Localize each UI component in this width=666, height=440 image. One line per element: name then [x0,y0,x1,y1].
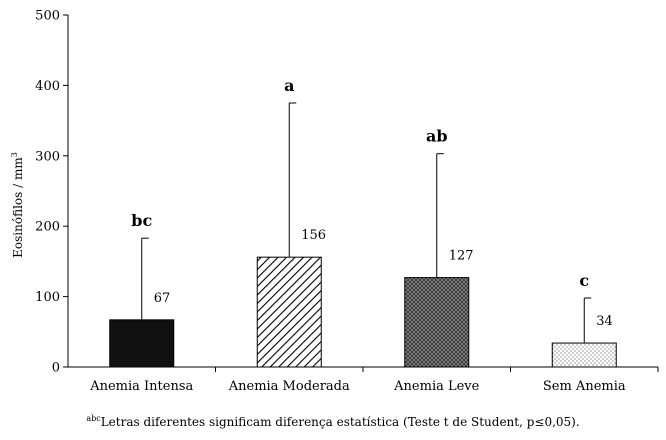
significance-label: c [579,271,589,290]
y-tick-label: 400 [35,79,60,94]
value-label: 67 [154,291,171,306]
value-label: 156 [301,228,326,243]
category-label: Anemia Moderada [228,379,350,394]
bars [109,102,617,368]
category-label: Anemia Leve [393,379,479,394]
category-label: Anemia Intensa [89,379,193,394]
significance-label: ab [426,127,448,146]
y-tick-label: 300 [35,149,60,164]
bar-chart: 0 100 200 300 400 500 67 bc Anemia Intensa 156 a A… [10,9,659,394]
category-label: Sem Anemia [543,379,626,394]
y-tick-label: 500 [35,9,60,24]
bar [256,256,322,368]
footnote-superscript: abc [86,414,101,423]
footnote-text: Letras diferentes significam diferença e… [100,415,580,429]
y-axis-label: Eosinófilos / mm3 [10,152,25,258]
significance-label: bc [131,211,152,230]
bar [551,342,617,368]
value-label: 127 [449,249,474,264]
y-tick-label: 100 [35,290,60,305]
significance-label: a [284,76,294,95]
value-label: 34 [596,314,613,329]
footnote: abcLetras diferentes significam diferenç… [0,414,666,429]
labels: 67 bc Anemia Intensa 156 a Anemia Moderada 127… [89,76,626,394]
y-tick-label: 200 [35,220,60,235]
bar [404,277,470,368]
bar [109,319,175,368]
y-tick-label: 0 [52,361,60,376]
